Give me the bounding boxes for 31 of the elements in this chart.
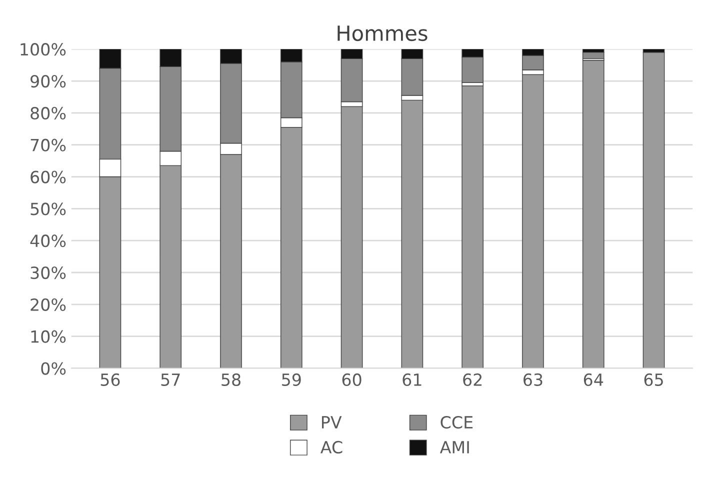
x-tick-label: 57 [161,374,180,386]
x-tick-label: 61 [402,373,422,386]
bar [522,74,544,368]
legend-label: PV [322,416,342,428]
legend-label: CCE [440,416,473,429]
bar [462,85,484,368]
y-tick-label: 20% [30,298,66,311]
y-tick-label: 60% [30,170,66,184]
x-tick-label: 63 [524,373,542,386]
y-tick-label: 40% [30,234,66,248]
legend-label: AMI [440,441,469,454]
x-tick-label: 58 [222,373,240,386]
bar [401,100,424,368]
bar [642,52,665,368]
x-tick-label: 60 [342,373,362,386]
y-tick-label: 0% [41,362,66,375]
y-tick-label: 70% [30,138,66,152]
y-tick-label: 10% [31,330,66,343]
y-tick-label: 100% [20,43,66,56]
x-tick-label: 59 [282,373,301,386]
y-tick-label: 30% [30,266,66,280]
chart-title: Hommes [338,26,428,42]
y-tick-label: 90% [30,74,66,88]
y-tick-label: 80% [30,106,66,120]
legend-label: AC [320,440,342,454]
bar [340,106,363,368]
x-tick-label: 56 [100,373,120,386]
x-tick-label: 62 [463,373,482,386]
x-tick-label: 65 [644,373,663,386]
y-tick-label: 50% [30,202,66,216]
x-tick-label: 64 [584,373,604,386]
